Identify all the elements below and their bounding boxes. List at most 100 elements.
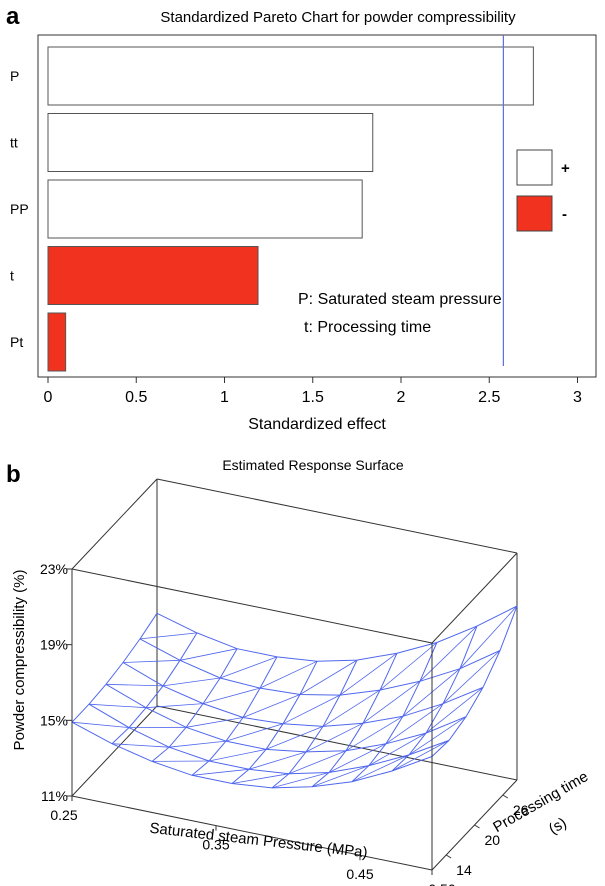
pareto-bar-p: [47, 46, 534, 106]
x-tick-label: 0.35: [202, 837, 229, 853]
surface-mesh-line-time-5: [156, 605, 518, 662]
y-tick-label: 26: [513, 802, 529, 818]
box-edge-front-bottom: [71, 795, 433, 871]
surface-mesh-line-pressure-9: [431, 605, 518, 757]
surface-mesh-line-pressure-5: [271, 659, 358, 789]
y-tick-label: 14: [456, 862, 472, 878]
pareto-x-tick-label: 2.5: [478, 389, 500, 406]
z-tick-label: 11%: [41, 788, 68, 804]
surface-mesh-diagonal: [202, 687, 261, 704]
surface-mesh-diagonal: [442, 650, 501, 704]
annotation-pressure: P: Saturated steam pressure: [298, 291, 502, 308]
pareto-plot-frame: [37, 34, 597, 378]
pareto-x-tick-label: 0: [44, 389, 53, 406]
pareto-x-tick-label: 1.5: [302, 389, 324, 406]
surface-mesh-line-time-4: [139, 638, 501, 696]
surface-mesh-diagonal: [339, 652, 398, 696]
surface-mesh-diagonal: [328, 743, 387, 773]
surface-mesh-diagonal: [208, 749, 267, 762]
box-edge-left-top: [71, 478, 158, 570]
surface-mesh-line-pressure-7: [351, 642, 438, 783]
pareto-category-label-pt: Pt: [10, 334, 23, 350]
pareto-bar-tt: [47, 113, 374, 172]
surface-mesh-diagonal: [402, 668, 461, 717]
surface-mesh-diagonal: [111, 743, 170, 748]
pareto-category-label-tt: tt: [10, 135, 18, 151]
legend-positive-swatch: [516, 149, 553, 186]
surface-mesh-diagonal: [408, 716, 467, 756]
pareto-bar-t: [47, 246, 259, 305]
pareto-x-tick-label: 0.5: [125, 389, 147, 406]
surface-z-axis-label: Powder compressibility (%): [11, 570, 28, 751]
surface-mesh-diagonal: [122, 659, 181, 663]
surface-mesh-diagonal: [425, 687, 484, 734]
surface-mesh-diagonal: [145, 703, 204, 709]
surface-mesh-diagonal: [71, 721, 130, 728]
surface-mesh-diagonal: [259, 660, 318, 689]
surface-mesh-diagonal: [169, 740, 227, 748]
box-edge-back-top: [156, 478, 518, 554]
response-surface-chart: b Estimated Response Surface 11% 15% 19% 23…: [6, 457, 591, 886]
surface-mesh-line-time-1: [88, 703, 450, 775]
surface-mesh-diagonal: [288, 750, 347, 775]
surface-mesh-line-pressure-0: [71, 613, 158, 723]
box-edge-front-top: [71, 568, 433, 644]
surface-mesh-diagonal: [299, 659, 358, 695]
surface-mesh-line-pressure-1: [111, 632, 198, 745]
surface-mesh-diagonal: [105, 683, 164, 687]
surface-chart-title: Estimated Response Surface: [222, 457, 404, 473]
pareto-category-label-pp: PP: [10, 201, 29, 217]
surface-mesh-diagonal: [162, 677, 221, 687]
surface-mesh-diagonal: [186, 717, 244, 728]
surface-mesh-diagonal: [311, 765, 370, 788]
surface-mesh-diagonal: [271, 772, 330, 789]
annotation-time: t: Processing time: [304, 319, 431, 336]
pareto-category-label-t: t: [10, 268, 14, 284]
surface-mesh-line-time-2: [105, 683, 467, 753]
pareto-chart: a Standardized Pareto Chart for powder c…: [6, 3, 597, 433]
surface-mesh-diagonal: [179, 648, 238, 661]
pareto-x-tick-label: 3: [573, 389, 582, 406]
box-edge-right-top: [431, 552, 518, 644]
surface-mesh-diagonal: [282, 694, 341, 725]
y-tick-label: 20: [485, 832, 501, 848]
pareto-x-axis-label: Standardized effect: [248, 416, 386, 433]
y-tick: [502, 794, 509, 799]
z-tick-label: 15%: [40, 712, 68, 728]
surface-mesh-diagonal: [242, 694, 301, 718]
surface-box-back: [71, 478, 518, 797]
surface-mesh-line-time-3: [122, 662, 484, 727]
surface-mesh-diagonal: [362, 680, 421, 724]
panel-label-b: b: [6, 461, 21, 488]
surface-mesh-diagonal: [419, 625, 478, 682]
surface-mesh-diagonal: [248, 751, 307, 770]
z-tick-label: 19%: [40, 637, 68, 653]
x-tick-label: 0.25: [50, 807, 77, 823]
surface-mesh-diagonal: [385, 703, 444, 745]
y-tick: [445, 854, 452, 859]
surface-mesh-diagonal: [391, 740, 450, 772]
surface-y-axis-label-line1: Processing time: [490, 768, 591, 836]
panel-label-a: a: [6, 3, 20, 30]
surface-mesh-diagonal: [219, 656, 278, 679]
surface-mesh-diagonal: [305, 722, 364, 753]
legend-positive-label: +: [561, 160, 570, 177]
pareto-marks: Ptt PP t Pt 0 0.5 1 1.5 2 2.5 3: [10, 35, 582, 406]
y-tick: [474, 824, 480, 829]
x-tick-label: 0.45: [346, 866, 373, 882]
surface-mesh-line-pressure-3: [191, 656, 278, 776]
surface-mesh-line-pressure-4: [231, 661, 318, 784]
surface-mesh-line-pressure-8: [391, 625, 478, 772]
surface-x-axis-label: Saturated steam Pressure (MPa): [149, 820, 369, 862]
surface-mesh-diagonal: [322, 689, 381, 727]
surface-y-axis-label-line2: (s): [546, 814, 570, 837]
surface-mesh-diagonal: [459, 605, 518, 669]
surface-mesh: [71, 605, 518, 789]
surface-mesh-diagonal: [379, 642, 438, 691]
surface-mesh-diagonal: [351, 754, 410, 783]
x-tick-label: 0.50: [428, 881, 455, 886]
pareto-chart-title: Standardized Pareto Chart for powder com…: [160, 9, 516, 26]
surface-mesh-diagonal: [225, 723, 284, 742]
pareto-bar-pt: [47, 312, 67, 372]
box-edge-back-bottom: [156, 705, 518, 781]
